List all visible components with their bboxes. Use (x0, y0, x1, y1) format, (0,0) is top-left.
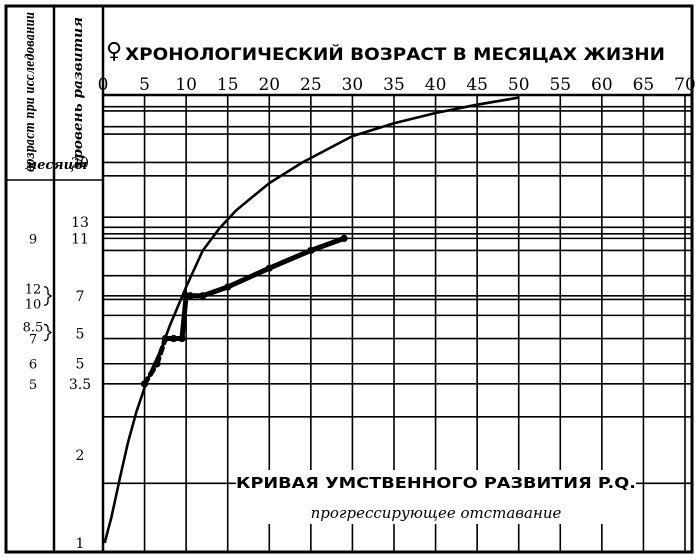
x-tick-label: 50 (508, 75, 530, 95)
months-label: месяцы (25, 158, 88, 173)
x-tick-label: 55 (549, 75, 571, 95)
x-tick-label: 60 (591, 75, 613, 95)
level-tick-label: 5 (76, 357, 85, 373)
female-symbol-icon: ♀ (106, 39, 122, 64)
series-segment (200, 284, 231, 299)
age-label: 7 (29, 333, 37, 348)
outer-border (4, 4, 694, 554)
chart-frame (4, 4, 694, 554)
level-tick-label: 5 (76, 327, 85, 343)
level-tick-label: 2 (76, 448, 85, 464)
level-tick-label: 1 (76, 536, 85, 552)
series-point (178, 334, 186, 343)
series-point (170, 334, 178, 343)
age-label: 12 (25, 283, 42, 298)
series-point (307, 246, 315, 255)
x-tick-label: 30 (342, 75, 364, 95)
series-segment (266, 247, 314, 271)
level-tick-label: 13 (71, 215, 89, 231)
age-brace (43, 286, 53, 306)
x-tick-label: 40 (425, 75, 447, 95)
age-label: 8.5 (23, 320, 44, 335)
reference-curve (103, 96, 519, 544)
age-brace (43, 323, 53, 342)
x-tick-label: 0 (98, 75, 109, 95)
series-segment (225, 265, 272, 290)
age-label: 5 (29, 378, 37, 393)
series-segment (154, 336, 168, 367)
series-point (340, 234, 348, 242)
x-tick-label: 45 (466, 75, 488, 95)
level-tick-label: 3.5 (69, 377, 91, 393)
age-label: 9 (29, 232, 37, 247)
legend-subtitle: прогрессирующее отставание (311, 504, 562, 522)
labels-group: 0 5 10 15 20 25 30 35 40 45 50 55 60 65 70ХРОНОЛОГИЧЕС… (23, 12, 696, 552)
development-level-header: уровень развития (71, 17, 86, 168)
level-tick-label: 11 (71, 231, 89, 247)
x-tick-label: 20 (258, 75, 280, 95)
x-tick-label: 15 (217, 75, 239, 95)
level-tick-label: 20 (71, 155, 89, 171)
x-tick-label: 70 (674, 75, 696, 95)
series-point (153, 360, 161, 368)
series-point (186, 292, 194, 300)
legend-background (236, 470, 636, 524)
x-tick-label: 5 (139, 75, 150, 95)
chart-title: ХРОНОЛОГИЧЕСКИЙ ВОЗРАСТ В МЕСЯЦАХ ЖИЗНИ (125, 43, 665, 65)
series-segment (179, 293, 189, 342)
x-tick-label: 65 (633, 75, 655, 95)
x-tick-label: 35 (383, 75, 405, 95)
x-tick-label: 25 (300, 75, 322, 95)
legend-title: КРИВАЯ УМСТВЕННОГО РАЗВИТИЯ P.Q. (236, 474, 636, 492)
level-tick-label: 7 (76, 289, 85, 305)
age-label: 10 (25, 297, 42, 312)
series-segment (142, 361, 160, 387)
series-point (265, 264, 273, 272)
series-point (140, 380, 149, 388)
age-at-examination-header: возраст при исследовании (23, 12, 38, 172)
x-tick-label: 10 (175, 75, 197, 95)
series-point (161, 334, 169, 343)
series-group (140, 234, 348, 388)
series-point (224, 283, 232, 291)
series-segment (308, 235, 347, 253)
age-label: 6 (29, 358, 37, 373)
series-point (199, 292, 207, 300)
reference-curve-group (103, 96, 519, 544)
